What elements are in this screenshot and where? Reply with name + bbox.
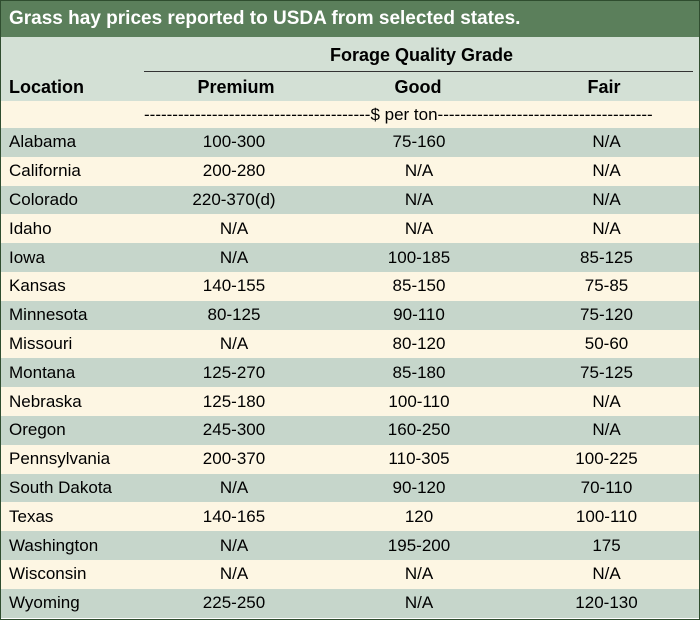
cell-premium: 225-250 — [144, 588, 324, 618]
cell-premium: 100-300 — [144, 128, 324, 157]
column-header-premium: Premium — [197, 77, 275, 97]
cell-good: N/A — [324, 185, 514, 215]
cell-fair: 100-110 — [514, 502, 699, 532]
table-header: Forage Quality Grade Location Premium Go… — [1, 37, 699, 101]
table-row: Alabama 100-300 75-160 N/A — [1, 128, 699, 157]
table-row: Missouri N/A 80-120 50-60 — [1, 329, 699, 359]
table-row: Colorado 220-370(d) N/A N/A — [1, 185, 699, 215]
cell-fair: 75-125 — [514, 358, 699, 388]
cell-location: Montana — [1, 358, 144, 388]
cell-location: Kansas — [1, 271, 144, 301]
cell-good: 120 — [324, 502, 514, 532]
cell-location: California — [1, 156, 144, 186]
price-table-body: Alabama 100-300 75-160 N/A California 200-280… — [1, 128, 699, 618]
cell-premium: N/A — [144, 473, 324, 503]
cell-premium: 200-280 — [144, 156, 324, 186]
cell-location: Minnesota — [1, 300, 144, 330]
table-row: Washington N/A 195-200 175 — [1, 531, 699, 560]
cell-good: 80-120 — [324, 329, 514, 359]
cell-good: 110-305 — [324, 444, 514, 474]
cell-fair: N/A — [514, 387, 699, 416]
cell-fair: N/A — [514, 156, 699, 186]
table-row: Nebraska 125-180 100-110 N/A — [1, 387, 699, 416]
cell-fair: N/A — [514, 415, 699, 445]
cell-premium: N/A — [144, 329, 324, 359]
cell-premium: 125-270 — [144, 358, 324, 388]
cell-good: N/A — [324, 214, 514, 244]
table-row: Texas 140-165 120 100-110 — [1, 502, 699, 532]
table-row: Minnesota 80-125 90-110 75-120 — [1, 300, 699, 330]
cell-premium: N/A — [144, 559, 324, 589]
cell-premium: 80-125 — [144, 300, 324, 330]
cell-location: Texas — [1, 502, 144, 532]
cell-fair: 120-130 — [514, 588, 699, 618]
cell-good: 90-110 — [324, 300, 514, 330]
table-row: Pennsylvania 200-370 110-305 100-225 — [1, 444, 699, 474]
table-row: Montana 125-270 85-180 75-125 — [1, 358, 699, 388]
cell-premium: N/A — [144, 531, 324, 560]
table-row: Iowa N/A 100-185 85-125 — [1, 243, 699, 272]
cell-good: 75-160 — [324, 128, 514, 157]
cell-location: Iowa — [1, 243, 144, 272]
column-header-fair: Fair — [587, 77, 621, 97]
cell-fair: N/A — [514, 128, 699, 157]
cell-fair: N/A — [514, 185, 699, 215]
cell-good: 160-250 — [324, 415, 514, 445]
cell-premium: 140-155 — [144, 271, 324, 301]
unit-row: ----------------------------------------… — [1, 101, 699, 128]
cell-fair: 75-85 — [514, 271, 699, 301]
table-row: California 200-280 N/A N/A — [1, 156, 699, 186]
cell-good: 100-185 — [324, 243, 514, 272]
group-header-rule — [144, 71, 693, 72]
cell-fair: 100-225 — [514, 444, 699, 474]
table-row: Idaho N/A N/A N/A — [1, 214, 699, 244]
cell-fair: 75-120 — [514, 300, 699, 330]
cell-good: 100-110 — [324, 387, 514, 416]
cell-location: Wisconsin — [1, 559, 144, 589]
table-row: Wisconsin N/A N/A N/A — [1, 559, 699, 589]
cell-premium: 220-370(d) — [144, 185, 324, 215]
table-title: Grass hay prices reported to USDA from s… — [1, 1, 699, 37]
cell-location: Idaho — [1, 214, 144, 244]
cell-location: Wyoming — [1, 588, 144, 618]
cell-good: 85-150 — [324, 271, 514, 301]
cell-fair: N/A — [514, 559, 699, 589]
cell-location: Alabama — [1, 128, 144, 157]
table-row: Kansas 140-155 85-150 75-85 — [1, 271, 699, 301]
cell-fair: 50-60 — [514, 329, 699, 359]
cell-premium: 125-180 — [144, 387, 324, 416]
cell-location: South Dakota — [1, 473, 144, 503]
column-header-good: Good — [394, 77, 442, 97]
cell-location: Nebraska — [1, 387, 144, 416]
cell-premium: 200-370 — [144, 444, 324, 474]
cell-fair: 85-125 — [514, 243, 699, 272]
cell-location: Colorado — [1, 185, 144, 215]
cell-location: Pennsylvania — [1, 444, 144, 474]
cell-location: Oregon — [1, 415, 144, 445]
cell-good: 90-120 — [324, 473, 514, 503]
cell-good: 85-180 — [324, 358, 514, 388]
cell-premium: 140-165 — [144, 502, 324, 532]
cell-fair: 175 — [514, 531, 699, 560]
table-row: Wyoming 225-250 N/A 120-130 — [1, 588, 699, 618]
cell-good: N/A — [324, 588, 514, 618]
table-row: Oregon 245-300 160-250 N/A — [1, 415, 699, 445]
cell-premium: 245-300 — [144, 415, 324, 445]
cell-good: N/A — [324, 559, 514, 589]
cell-premium: N/A — [144, 243, 324, 272]
column-header-location: Location — [9, 77, 84, 97]
cell-good: 195-200 — [324, 531, 514, 560]
group-header-forage-quality: Forage Quality Grade — [329, 45, 514, 65]
cell-fair: 70-110 — [514, 473, 699, 503]
cell-location: Washington — [1, 531, 144, 560]
table-row: South Dakota N/A 90-120 70-110 — [1, 473, 699, 503]
cell-fair: N/A — [514, 214, 699, 244]
cell-location: Missouri — [1, 329, 144, 359]
cell-good: N/A — [324, 156, 514, 186]
cell-premium: N/A — [144, 214, 324, 244]
